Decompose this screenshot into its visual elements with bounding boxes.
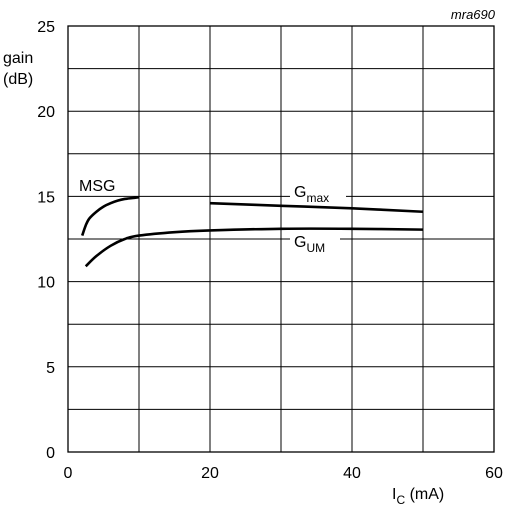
x-tick-label: 40 xyxy=(343,465,361,482)
x-axis-label: IC (mA) xyxy=(392,486,444,507)
gum-label: GUM xyxy=(290,232,340,255)
labels: mra690 gain (dB) IC (mA) xyxy=(3,7,496,507)
gum-label-background xyxy=(290,232,340,254)
y-tick-label: 20 xyxy=(37,104,55,121)
curves xyxy=(80,195,424,268)
plot-frame xyxy=(67,25,495,453)
y-tick-label: 25 xyxy=(37,19,55,36)
tick-labels: 0 20 40 60 0 5 10 15 20 25 xyxy=(37,19,503,482)
y-axis-label-line1: gain xyxy=(3,50,33,67)
code-label: mra690 xyxy=(451,7,496,22)
series-labels: MSG Gmax GUM xyxy=(79,178,346,255)
x-tick-label: 0 xyxy=(64,465,73,482)
y-tick-label: 0 xyxy=(46,445,55,462)
y-tick-label: 5 xyxy=(46,360,55,377)
x-tick-label: 60 xyxy=(485,465,503,482)
y-axis-label-line2: (dB) xyxy=(3,71,33,88)
gum-label-text: GUM xyxy=(294,234,325,255)
x-tick-label: 20 xyxy=(201,465,219,482)
grid xyxy=(67,25,495,453)
msg-label-text: MSG xyxy=(79,178,115,195)
y-tick-label: 10 xyxy=(37,275,55,292)
gmax-curve xyxy=(209,201,424,214)
gmax-label-background xyxy=(290,182,346,204)
msg-label: MSG xyxy=(79,178,115,195)
gum-curve xyxy=(84,227,424,268)
y-tick-label: 15 xyxy=(37,189,55,206)
gmax-label: Gmax xyxy=(290,182,346,205)
msg-curve xyxy=(80,195,140,237)
gmax-label-text: Gmax xyxy=(294,184,329,205)
